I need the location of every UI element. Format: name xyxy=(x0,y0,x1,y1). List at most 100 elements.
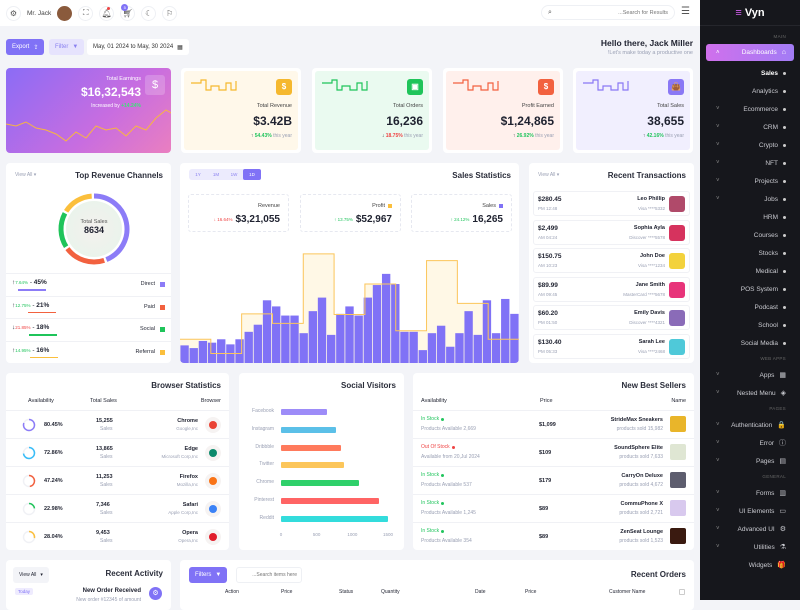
seller-row: In Stock Products Available 537 $179 CarryO… xyxy=(413,466,694,494)
view-all-button[interactable]: View All ▾ xyxy=(538,172,560,178)
orders-col-header: Price xyxy=(281,589,293,595)
sidebar-item-stocks[interactable]: Stocks xyxy=(700,244,800,262)
transaction-amount: $150.75 xyxy=(538,253,562,260)
transaction-item[interactable]: $89.99 AM 09:45 Jane Smith MasterCard ****5… xyxy=(533,276,690,302)
stat-box-revenue: Revenue ↓ 16.64% $3,21,055 xyxy=(188,194,289,232)
sidebar-item-jobs[interactable]: ˅ Jobs xyxy=(700,190,800,208)
transaction-card: Discover ****4321 xyxy=(629,320,665,325)
sidebar-item-pages[interactable]: ˅ Pages ▤ xyxy=(700,452,800,470)
sidebar-item-icon: ▥ xyxy=(779,490,786,497)
channel-legend-swatch xyxy=(160,282,165,287)
view-all-button[interactable]: View All ▾ xyxy=(13,567,49,583)
brand-logo[interactable]: ≡ Vyn xyxy=(700,0,800,26)
dollar-icon: $ xyxy=(145,75,165,95)
transaction-item[interactable]: $2,499 AM 04:24 Sophia Ayla Discover ****55… xyxy=(533,219,690,245)
social-bar-facebook xyxy=(281,409,328,415)
kpi-card: 👜 Total Sales 38,655 ↑ 42.16% this year xyxy=(573,68,693,153)
sidebar-item-school[interactable]: School xyxy=(700,316,800,334)
sales-bar xyxy=(281,315,290,363)
select-all-checkbox[interactable] xyxy=(679,589,685,595)
filter-label: Filter xyxy=(55,44,69,50)
sales-statistics-card: 1Y 1M 1W 1D Sales Statistics Revenue ↓ 16.64… xyxy=(180,163,519,363)
kpi-label: Total Revenue xyxy=(256,103,292,109)
sidebar-item-ui-elements[interactable]: ˅ UI Elements ▭ xyxy=(700,502,800,520)
availability-arc xyxy=(22,418,36,432)
orders-search-input[interactable] xyxy=(236,567,302,583)
export-button[interactable]: Export ⇪ xyxy=(6,39,45,55)
transaction-item[interactable]: $60.20 PM 01:50 Emily Davis Discover ****43… xyxy=(533,305,690,330)
seller-price: $89 xyxy=(539,506,549,512)
sidebar-item-label: Pages xyxy=(755,457,775,465)
channel-legend-swatch xyxy=(160,327,165,332)
sales-bar xyxy=(381,273,391,363)
transaction-item[interactable]: $280.45 PM 12:48 Leo Phillip Visa ****5332 xyxy=(533,191,690,216)
range-tab-1m[interactable]: 1M xyxy=(212,172,220,177)
menu-toggle-icon[interactable]: ☰ xyxy=(681,6,690,17)
browser-name: Safari xyxy=(182,502,198,508)
sidebar-item-dashboards[interactable]: ˄ Dashboards ⌂ xyxy=(706,44,794,61)
cart-icon[interactable]: 🛒︎ 5 xyxy=(120,3,136,21)
social-label: Twitter xyxy=(259,461,274,468)
sidebar-item-social-media[interactable]: Social Media xyxy=(700,334,800,352)
opera-icon xyxy=(205,529,221,545)
sidebar-item-utilities[interactable]: ˅ Utilities ⚗ xyxy=(700,538,800,556)
stat-box-label: Revenue xyxy=(257,203,280,209)
flag-icon[interactable]: ⚐ xyxy=(162,5,178,21)
settings-icon[interactable]: ⚙ xyxy=(6,5,21,21)
sidebar-item-authentication[interactable]: ˅ Authentication 🔒 xyxy=(700,416,800,434)
sidebar-item-nft[interactable]: ˅ NFT xyxy=(700,154,800,172)
kpi-change: ↑ 54.43% this year xyxy=(250,133,292,139)
sidebar-item-error[interactable]: ˅ Error ⓘ xyxy=(700,434,800,452)
sales-bar xyxy=(326,334,336,363)
range-tab-1w[interactable]: 1W xyxy=(230,172,238,177)
sidebar-item-podcast[interactable]: Podcast xyxy=(700,298,800,316)
sidebar-item-apps[interactable]: ˅ Apps ▦ xyxy=(700,366,800,384)
sidebar-item-ecommerce[interactable]: ˅ Ecommerce xyxy=(700,100,800,118)
social-bar-dribbble xyxy=(281,444,341,451)
range-tab-1y[interactable]: 1Y xyxy=(195,172,201,177)
sales-bar xyxy=(262,300,272,363)
availability-ring xyxy=(22,530,36,544)
seller-row: In Stock Products Available 2,669 $1,099 St… xyxy=(413,410,694,438)
date-range-picker[interactable]: May, 01 2024 to May, 30 2024 ▦ xyxy=(87,39,189,55)
sidebar-item-crypto[interactable]: ˅ Crypto xyxy=(700,136,800,154)
stock-status: In Stock xyxy=(421,500,440,506)
sidebar-item-hrm[interactable]: HRM xyxy=(700,208,800,226)
sidebar-item-medical[interactable]: Medical xyxy=(700,262,800,280)
search-box[interactable]: ⌕ xyxy=(541,5,675,20)
sidebar-item-widgets[interactable]: Widgets 🎁 xyxy=(700,556,800,574)
kpi-change: ↑ 42.16% this year xyxy=(642,133,684,139)
sidebar-item-label: NFT xyxy=(765,159,778,167)
sidebar-item-projects[interactable]: ˅ Projects xyxy=(700,172,800,190)
bullet-icon xyxy=(783,161,786,165)
sidebar-item-label: Podcast xyxy=(754,303,779,311)
product-image xyxy=(670,444,686,460)
channel-name: Paid xyxy=(143,303,155,310)
sidebar-item-sales[interactable]: Sales xyxy=(700,64,800,82)
sidebar-item-pos-system[interactable]: POS System xyxy=(700,280,800,298)
kpi-icon: 👜 xyxy=(668,79,684,95)
channel-name: Referral xyxy=(135,348,155,355)
top-header: ⚙ Mr. Jack ⛶ 🔔︎ 🛒︎5 ☾ ⚐ ⌕ ☰ xyxy=(0,0,700,26)
sidebar-item-crm[interactable]: ˅ CRM xyxy=(700,118,800,136)
avatar xyxy=(669,224,685,241)
filter-button[interactable]: Filter ▼ xyxy=(49,39,85,55)
browser-company: Apple Corp,Inc xyxy=(168,510,198,515)
sidebar-item-label: Error xyxy=(759,439,774,447)
transaction-item[interactable]: $130.40 PM 05:33 Sarah Lee Visa ****2468 xyxy=(533,333,690,359)
transaction-item[interactable]: $150.75 AM 10:23 John Doe Visa ****1234 xyxy=(533,248,690,273)
view-all-button[interactable]: View All ▾ xyxy=(15,172,37,178)
range-tab-1d[interactable]: 1D xyxy=(243,169,261,180)
search-input[interactable] xyxy=(551,9,668,16)
sidebar-item-courses[interactable]: Courses xyxy=(700,226,800,244)
sidebar-item-analytics[interactable]: Analytics xyxy=(700,82,800,100)
fullscreen-icon[interactable]: ⛶ xyxy=(78,5,94,21)
sidebar-item-nested-menu[interactable]: ˅ Nested Menu ◈ xyxy=(700,384,800,402)
sidebar-item-forms[interactable]: ˅ Forms ▥ xyxy=(700,484,800,502)
dark-mode-icon[interactable]: ☾ xyxy=(141,5,157,21)
filters-button[interactable]: Filters ▼ xyxy=(189,567,228,583)
sidebar-item-advanced-ui[interactable]: ˅ Advanced UI ⚙ xyxy=(700,520,800,538)
firefox-icon xyxy=(205,473,221,489)
avatar[interactable] xyxy=(57,5,73,21)
bell-icon[interactable]: 🔔︎ xyxy=(99,5,115,21)
